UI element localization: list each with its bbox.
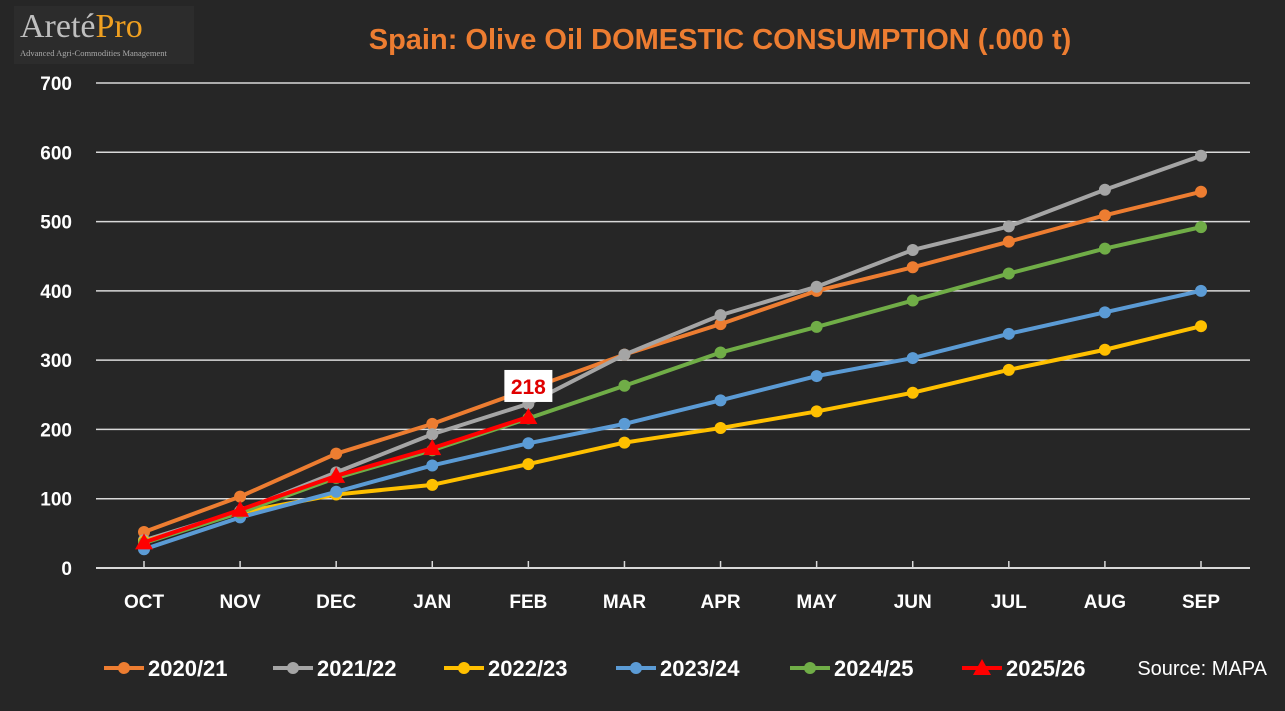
legend-marker [804,662,816,674]
legend-label: 2025/26 [1006,656,1086,681]
data-point [810,320,823,333]
data-point [810,370,823,383]
data-point [810,405,823,418]
data-point-triangle [135,533,153,550]
data-point [426,459,439,472]
y-tick-label: 400 [40,282,72,303]
x-tick-label: APR [700,592,740,613]
x-tick-label: JAN [413,592,451,613]
data-point-triangle [423,439,442,456]
data-point [1002,267,1015,280]
chart-title: Spain: Olive Oil DOMESTIC CONSUMPTION (.… [368,24,1072,56]
data-point [714,422,727,435]
series-line-2024-25 [143,225,1202,545]
data-point [714,394,727,407]
data-point-triangle [327,466,346,483]
logo-name-pro: Pro [95,8,143,45]
legend-marker [973,659,991,675]
x-tick-label: OCT [124,592,165,613]
x-tick-label: SEP [1182,592,1220,613]
data-point [1195,284,1207,297]
data-point [426,428,439,441]
data-point [618,417,631,430]
data-point [1195,149,1207,162]
series-line-2023-24 [143,288,1202,552]
data-point [1195,320,1207,333]
x-tick-label: JUL [991,592,1027,613]
legend-marker [287,662,299,674]
x-tick-label: JUN [894,592,932,613]
data-point [906,352,919,365]
x-tick-label: DEC [316,592,356,613]
data-point [522,437,535,450]
data-point [330,485,343,498]
data-point [714,309,727,322]
data-point [906,294,919,307]
y-tick-label: 500 [40,213,72,234]
legend-label: 2022/23 [488,656,568,681]
x-tick-label: MAY [796,592,837,613]
legend-marker [118,662,130,674]
data-point [618,379,631,392]
legend-label: 2020/21 [148,656,228,681]
data-label-box [504,369,553,402]
data-point [1002,327,1015,340]
data-point-triangle [519,407,538,424]
data-point [714,318,727,331]
data-point [618,436,631,449]
data-point [1098,306,1111,319]
data-point [522,458,535,471]
data-point [1098,242,1111,255]
data-point [1195,185,1207,198]
data-point-triangle [231,500,250,517]
source-note: Source: MAPA [1137,658,1267,680]
data-point [810,280,823,293]
data-label: 218 [511,376,546,399]
aretepro-logo: AretéPro Advanced Agri-Commodities Manag… [14,6,194,64]
logo-name: Areté [20,8,96,45]
data-point [1098,209,1111,222]
x-tick-label: NOV [219,592,261,613]
legend-label: 2024/25 [834,656,914,681]
legend-label: 2023/24 [660,656,740,681]
y-tick-label: 100 [40,490,72,511]
data-point [234,490,247,503]
series-line-2021-22 [143,153,1202,543]
y-tick-label: 0 [61,559,72,580]
data-point [906,261,919,274]
y-tick-label: 700 [40,74,72,95]
data-point [906,386,919,399]
data-point [618,348,631,361]
x-tick-label: FEB [509,592,547,613]
data-point [906,243,919,256]
series-line-2022-23 [143,324,1202,544]
logo-tagline: Advanced Agri-Commodities Management [20,48,167,58]
y-tick-label: 600 [40,143,72,164]
y-tick-label: 300 [40,351,72,372]
data-point [1098,183,1111,196]
series-line-2020-21 [143,189,1202,534]
x-tick-label: AUG [1084,592,1126,613]
data-point [1195,221,1207,234]
data-point [1098,343,1111,356]
data-point [1002,220,1015,233]
data-point [714,346,727,359]
legend-label: 2021/22 [317,656,397,681]
data-point [426,478,439,491]
data-point [138,525,150,538]
legend-marker [458,662,470,674]
y-tick-label: 200 [40,420,72,441]
x-tick-label: MAR [603,592,647,613]
legend-marker [630,662,642,674]
data-point [330,447,343,460]
data-point [1002,363,1015,376]
data-point [1002,235,1015,248]
data-point [426,417,439,430]
